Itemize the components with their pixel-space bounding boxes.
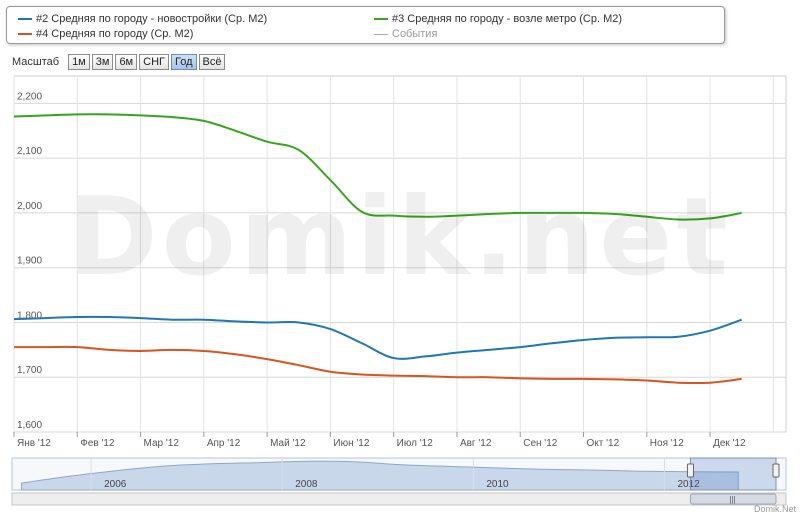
x-tick-label: Янв '12 [17,438,51,449]
navigator[interactable]: 2006 2008 2010 2012 ||| [11,457,787,506]
zoom-1m-button[interactable]: 1м [68,54,90,70]
navigator-year-label: 2010 [486,479,509,490]
series-line-3[interactable] [13,113,742,221]
series-lines [13,113,743,385]
legend-label: #3 Средняя по городу - возле метро (Ср. … [392,13,623,25]
x-tick-label: Июн '12 [333,438,369,449]
x-tick-label: Дек '12 [713,438,746,449]
y-tick-label: 2,200 [17,91,42,102]
navigator-year-label: 2006 [104,479,127,490]
zoom-selector: Масштаб 1м 3м 6м СНГ Год Всё [12,54,227,70]
x-tick-label: Апр '12 [207,438,241,449]
scrollbar-thumb[interactable] [689,493,777,505]
legend-label: События [392,28,438,40]
zoom-label: Масштаб [12,56,60,68]
credit-link[interactable]: Domik.Net [753,504,796,514]
navigator-year-label: 2008 [295,479,318,490]
legend-label: #4 Средняя по городу (Ср. М2) [36,28,194,40]
y-tick-label: 1,800 [17,310,42,321]
legend-swatch-icon [374,33,388,35]
legend-swatch-icon [374,18,388,20]
y-tick-label: 1,700 [17,365,42,376]
zoom-1y-button[interactable]: Год [170,54,197,70]
chart-legend: #2 Средняя по городу - новостройки (Ср. … [6,6,725,44]
y-tick-label: 2,000 [17,201,42,212]
scrollbar-grip-icon: ||| [729,495,735,504]
x-tick-label: Фев '12 [80,438,115,449]
x-tick-label: Авг '12 [460,438,492,449]
legend-label: #2 Средняя по городу - новостройки (Ср. … [36,13,268,25]
x-tick-label: Окт '12 [587,438,620,449]
x-tick-label: Ноя '12 [650,438,684,449]
navigator-series [21,460,739,491]
y-tick-label: 1,600 [17,420,42,431]
legend-swatch-icon [18,18,32,20]
zoom-ytd-button[interactable]: СНГ [139,54,169,70]
x-tick-label: Июл '12 [397,438,434,449]
x-tick-label: Мар '12 [144,438,180,449]
y-tick-label: 1,900 [17,256,42,267]
x-tick-label: Май '12 [270,438,306,449]
navigator-selection[interactable] [689,457,777,491]
scrollbar-track[interactable] [11,492,787,506]
y-tick-label: 2,100 [17,146,42,157]
zoom-3m-button[interactable]: 3м [91,54,114,70]
zoom-all-button[interactable]: Всё [198,54,226,70]
navigator-handle-left[interactable] [686,463,694,478]
legend-swatch-icon [18,33,32,35]
zoom-6m-button[interactable]: 6м [115,54,138,70]
legend-item-series-2[interactable]: #2 Средняя по городу - новостройки (Ср. … [18,12,267,26]
y-axis: 1,600 1,700 1,800 1,900 2,000 2,100 2,200 [17,91,42,431]
x-tick-label: Сен '12 [523,438,558,449]
navigator-year-label: 2012 [677,479,700,490]
series-line-4[interactable] [13,345,742,385]
series-line-2[interactable] [13,315,743,360]
plot-area [13,75,787,433]
legend-item-events[interactable]: События [374,27,437,41]
legend-item-series-3[interactable]: #3 Средняя по городу - возле метро (Ср. … [374,12,622,26]
navigator-handle-right[interactable] [772,463,780,478]
x-axis: Янв '12 Фев '12 Мар '12 Апр '12 Май '12 Июн '… [13,432,746,449]
grid [13,75,787,433]
legend-item-series-4[interactable]: #4 Средняя по городу (Ср. М2) [18,27,193,41]
